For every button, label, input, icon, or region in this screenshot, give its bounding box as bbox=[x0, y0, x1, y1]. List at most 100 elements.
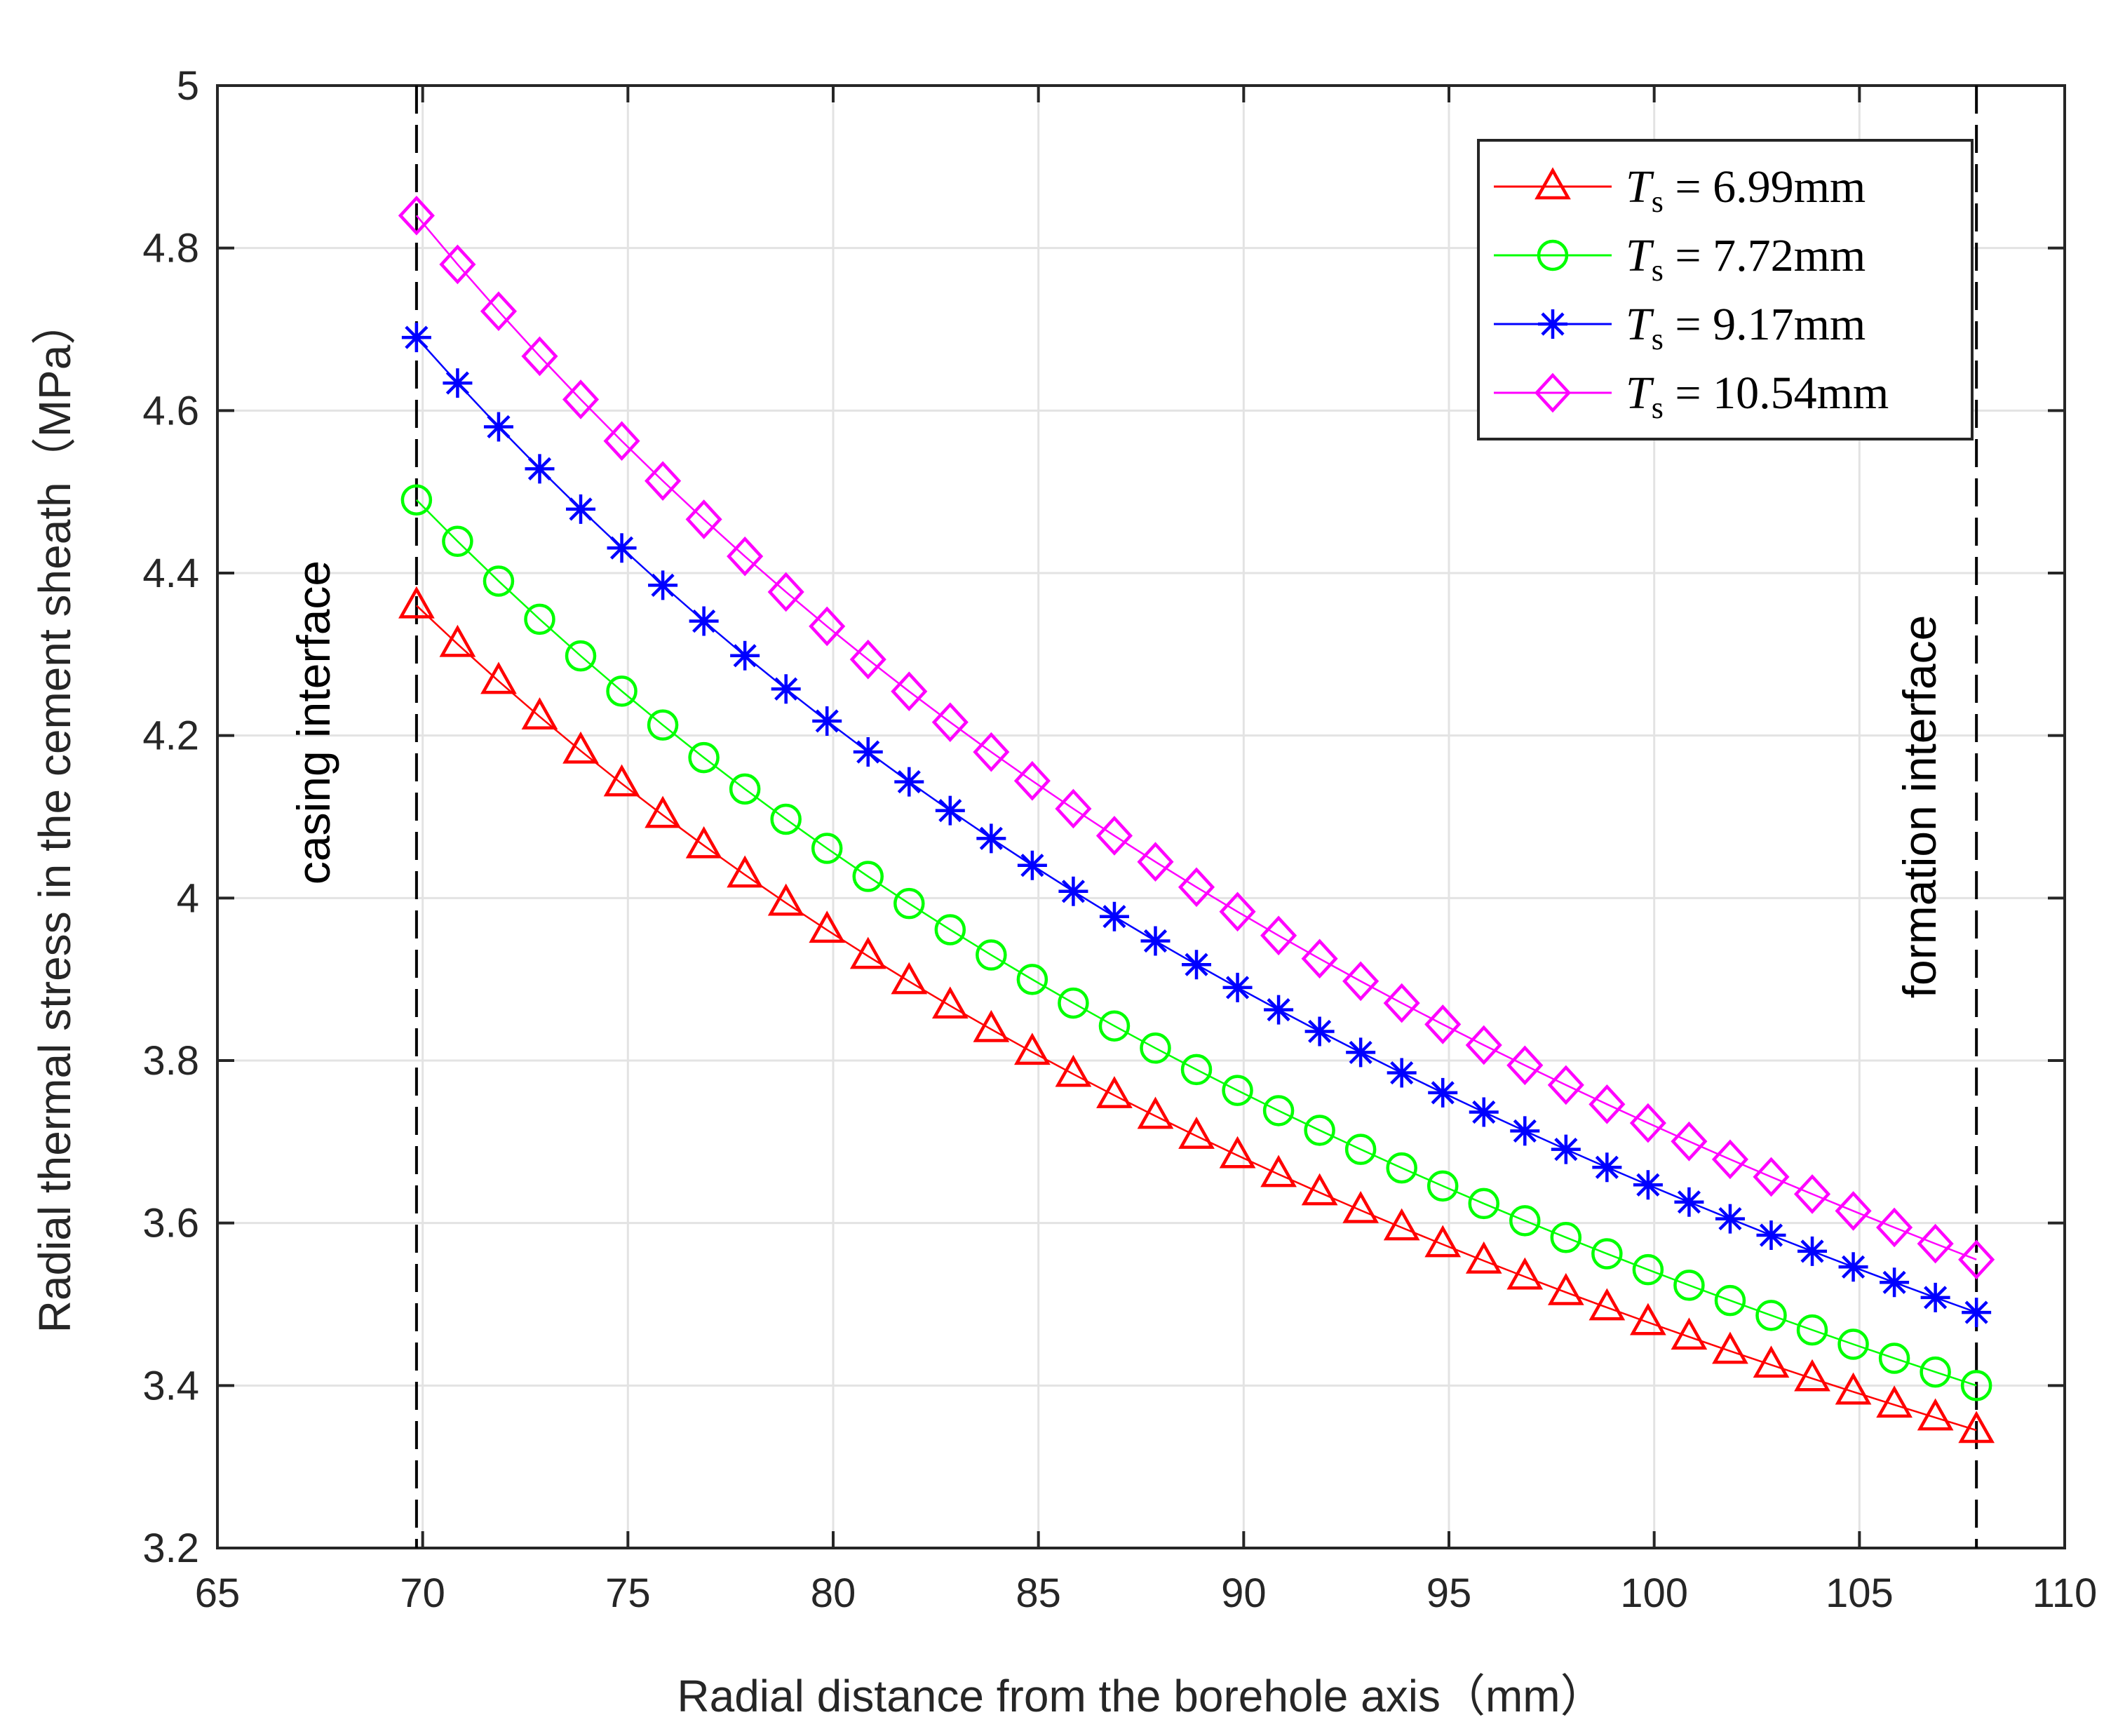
data-point bbox=[1629, 1103, 1666, 1143]
legend-subscript: s bbox=[1652, 391, 1664, 425]
data-point bbox=[1465, 1241, 1502, 1274]
data-point bbox=[1383, 983, 1420, 1023]
data-point bbox=[1880, 1267, 1910, 1298]
data-point bbox=[1182, 950, 1212, 980]
data-point bbox=[1509, 1205, 1541, 1237]
legend-value: = 6.99mm bbox=[1664, 161, 1866, 213]
data-point bbox=[1797, 1236, 1828, 1266]
data-point bbox=[1673, 1270, 1705, 1301]
data-point bbox=[1222, 1075, 1253, 1106]
y-tick-label: 4.4 bbox=[142, 551, 199, 596]
x-axis-title: Radial distance from the borehole axis（m… bbox=[677, 1671, 1605, 1721]
data-point bbox=[439, 244, 476, 285]
x-tick-label: 80 bbox=[811, 1570, 856, 1616]
data-point bbox=[1550, 1221, 1582, 1253]
data-point bbox=[1835, 1191, 1872, 1231]
data-point bbox=[1876, 1207, 1913, 1248]
data-point bbox=[1588, 1288, 1626, 1321]
y-tick-label: 3.6 bbox=[142, 1201, 199, 1246]
data-point bbox=[1222, 972, 1253, 1002]
data-point bbox=[849, 936, 886, 969]
data-point bbox=[1383, 1208, 1420, 1241]
x-tick-label: 65 bbox=[195, 1570, 241, 1616]
data-point bbox=[812, 706, 842, 736]
data-point bbox=[562, 379, 600, 419]
legend-symbol: T bbox=[1626, 161, 1654, 213]
data-point bbox=[1219, 1136, 1256, 1169]
legend-label: Ts = 7.72mm bbox=[1626, 230, 1866, 288]
legend-label: Ts = 6.99mm bbox=[1626, 161, 1866, 219]
data-point bbox=[645, 461, 682, 501]
data-point bbox=[976, 823, 1006, 854]
data-point bbox=[442, 525, 473, 558]
data-point bbox=[1960, 1370, 1992, 1401]
data-point bbox=[1878, 1343, 1910, 1374]
data-point bbox=[771, 674, 801, 704]
data-point bbox=[1794, 1359, 1830, 1392]
data-point bbox=[853, 737, 883, 767]
data-point bbox=[767, 572, 804, 612]
data-point bbox=[1301, 938, 1338, 979]
data-point bbox=[1469, 1097, 1499, 1127]
legend-marker bbox=[1534, 167, 1571, 200]
y-tick-label: 3.8 bbox=[142, 1038, 199, 1084]
axes-box bbox=[216, 84, 2066, 1549]
legend-marker bbox=[1538, 309, 1567, 339]
y-tick-label: 4.6 bbox=[142, 388, 199, 433]
data-point bbox=[1506, 1257, 1544, 1290]
legend-symbol: T bbox=[1626, 230, 1654, 281]
data-point bbox=[1386, 1152, 1417, 1184]
data-point bbox=[1344, 1133, 1377, 1165]
data-point bbox=[1547, 1065, 1584, 1105]
x-tick-label: 75 bbox=[605, 1570, 651, 1616]
data-point bbox=[729, 773, 761, 805]
data-point bbox=[1304, 1115, 1335, 1146]
data-point bbox=[934, 914, 966, 946]
legend-box bbox=[1477, 139, 1974, 440]
y-tick-label: 3.4 bbox=[142, 1363, 199, 1408]
data-point bbox=[1714, 1284, 1746, 1317]
data-point bbox=[1342, 961, 1380, 1002]
data-point bbox=[973, 1009, 1010, 1042]
data-point bbox=[565, 640, 597, 672]
data-point bbox=[1342, 1190, 1380, 1223]
data-point bbox=[398, 586, 435, 619]
data-point bbox=[483, 565, 515, 597]
data-point bbox=[770, 803, 802, 835]
data-point bbox=[1591, 1238, 1623, 1270]
data-point bbox=[1793, 1174, 1831, 1214]
legend-label: Ts = 9.17mm bbox=[1626, 299, 1866, 356]
data-point bbox=[1796, 1314, 1828, 1346]
data-point bbox=[1753, 1157, 1790, 1197]
data-point bbox=[1301, 1173, 1338, 1206]
series-asterisk bbox=[401, 323, 1992, 1328]
data-point bbox=[480, 291, 518, 332]
data-point bbox=[1958, 1239, 1995, 1280]
data-point bbox=[931, 702, 969, 743]
data-point bbox=[727, 855, 764, 888]
data-point bbox=[1465, 1025, 1502, 1065]
data-point bbox=[1304, 1016, 1335, 1047]
data-point bbox=[1547, 1272, 1584, 1305]
x-tick-label: 100 bbox=[1620, 1570, 1688, 1616]
data-point bbox=[1137, 842, 1174, 882]
data-point bbox=[976, 939, 1007, 971]
data-point bbox=[811, 833, 843, 864]
y-axis-title: Radial thermal stress in the cement shea… bbox=[29, 300, 80, 1333]
data-point bbox=[1013, 760, 1051, 801]
x-tick-label: 110 bbox=[2032, 1570, 2097, 1616]
data-point bbox=[1876, 1385, 1913, 1418]
data-point bbox=[645, 795, 681, 828]
data-point bbox=[1711, 1139, 1749, 1180]
data-point bbox=[1674, 1187, 1704, 1217]
data-point bbox=[893, 887, 925, 920]
data-point bbox=[1551, 1134, 1581, 1164]
data-point bbox=[607, 533, 637, 563]
x-tick-label: 70 bbox=[400, 1570, 445, 1616]
ticks: 65 70 75 80 85 90 95 100 105 110 3.2 3.4 3.6 3.8 4 4.2 4… bbox=[142, 63, 2097, 1616]
legend-symbol: T bbox=[1626, 368, 1654, 419]
legend-marker bbox=[1534, 372, 1572, 413]
data-point bbox=[1588, 1084, 1626, 1124]
data-point bbox=[1260, 1155, 1297, 1187]
